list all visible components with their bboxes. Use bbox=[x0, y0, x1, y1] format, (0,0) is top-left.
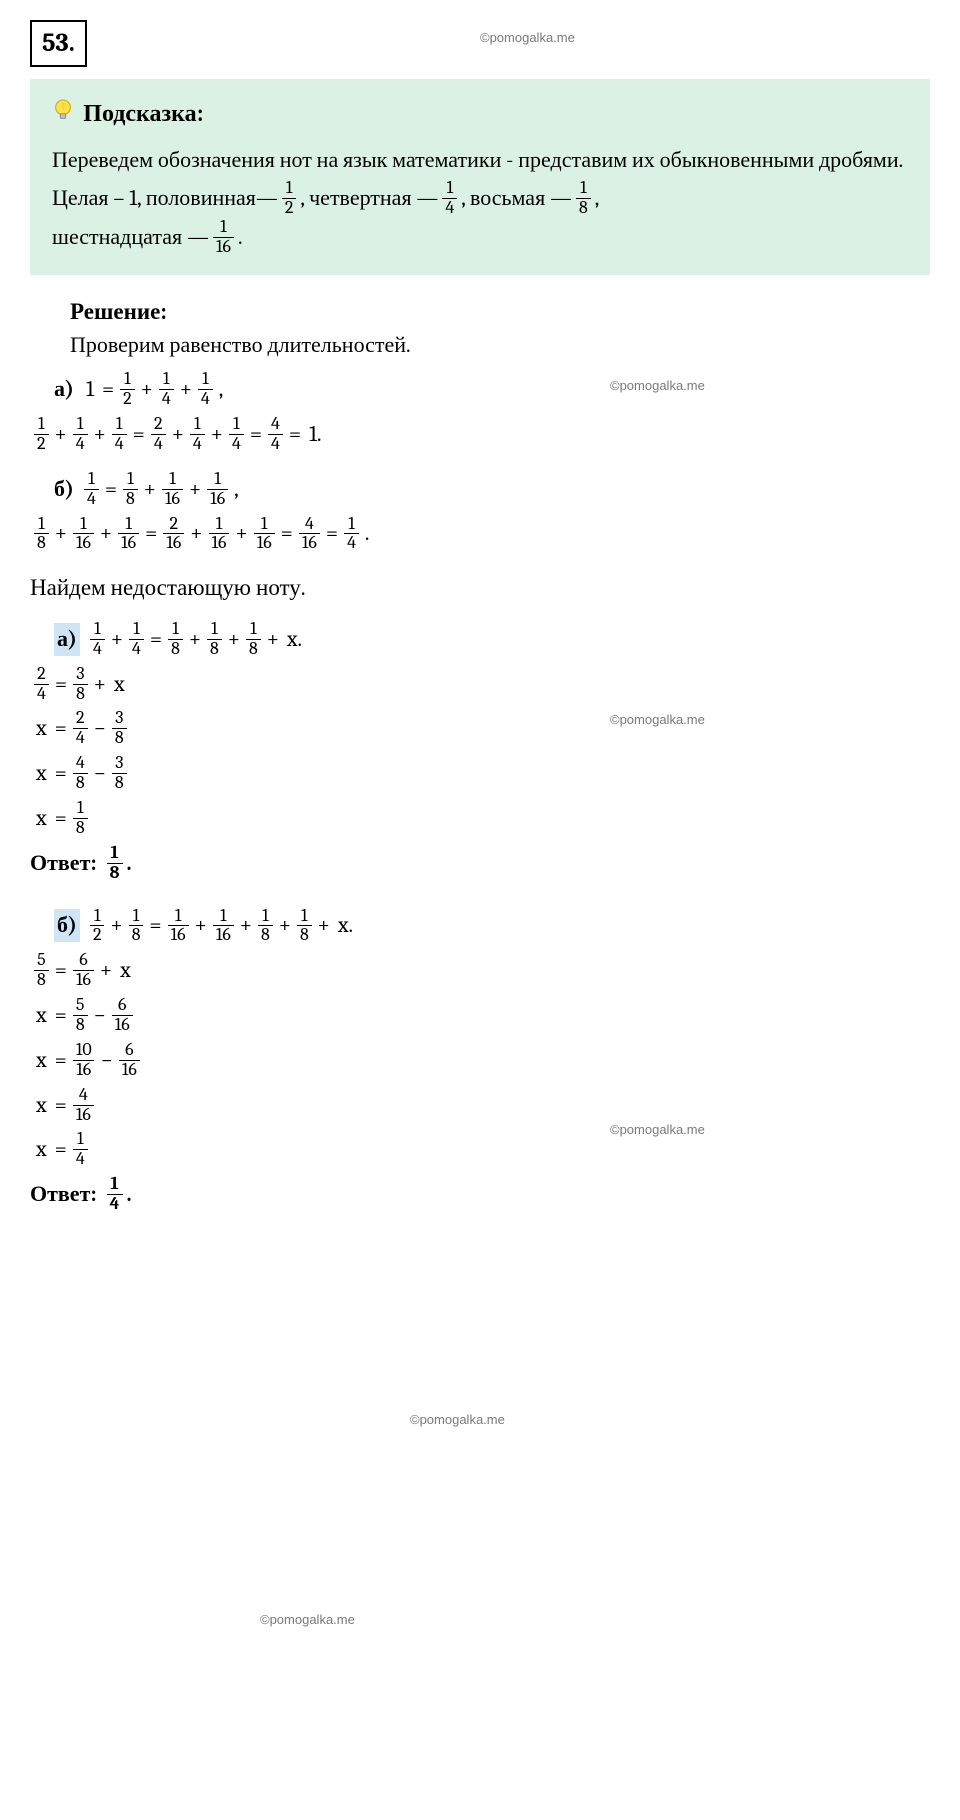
part-a2-expr2: x=24−38 bbox=[32, 709, 129, 748]
part-a2-line1: 24=38+x bbox=[30, 665, 930, 704]
part-b2-line4: x=416 bbox=[30, 1086, 930, 1125]
part-b2-line2: x=58−616 bbox=[30, 996, 930, 1035]
hint-frac-half: 12 bbox=[280, 179, 299, 218]
hint-p1: Переведем обозначения нот на язык матема… bbox=[52, 142, 908, 179]
watermark-5: ©pomogalka.me bbox=[410, 1410, 505, 1430]
answer-label-b2: Ответ: bbox=[30, 1178, 97, 1211]
part-a2-answer-row: Ответ: 18 . bbox=[30, 844, 930, 883]
part-a2-answer-val: 18 bbox=[105, 844, 125, 883]
lightbulb-icon bbox=[52, 97, 74, 125]
hint-p3: шестнадцатая — 116 . bbox=[52, 218, 908, 257]
part-a2-expr0: 14+14=18+18+18+x. bbox=[88, 620, 306, 659]
part-a2-expr3: x=48−38 bbox=[32, 754, 129, 793]
hint-c3: , bbox=[595, 180, 600, 217]
watermark-3: ©pomogalka.me bbox=[610, 710, 705, 730]
part-a-eq2: 12+14+14=24+14+14=44=1. bbox=[32, 415, 326, 454]
watermark-4: ©pomogalka.me bbox=[610, 1120, 705, 1140]
watermark-2: ©pomogalka.me bbox=[610, 376, 705, 396]
part-b2-line0: б) 12+18=116+116+18+18+x. bbox=[54, 907, 930, 946]
hint-title-row: Подсказка: bbox=[52, 93, 908, 134]
part-a-eq2-row: 12+14+14=24+14+14=44=1. bbox=[30, 415, 930, 454]
find-missing-line: Найдем недостающую ноту. bbox=[30, 571, 930, 606]
part-b2-answer-period: . bbox=[127, 1178, 132, 1211]
part-b2-expr5: x=14 bbox=[32, 1130, 90, 1169]
part-b-eq2: 18+116+116=216+116+116=416=14. bbox=[32, 515, 373, 554]
part-b2-answer-val: 14 bbox=[105, 1175, 125, 1214]
part-b-eq2-row: 18+116+116=216+116+116=416=14. bbox=[30, 515, 930, 554]
hint-frac-sixteenth: 116 bbox=[211, 218, 236, 257]
hint-period: . bbox=[238, 219, 243, 256]
solution-title: Решение: bbox=[70, 295, 930, 330]
part-b2-block: б) 12+18=116+116+18+18+x. 58=616+x x=58−… bbox=[30, 907, 930, 1214]
part-a2-line2: x=24−38 bbox=[30, 709, 930, 748]
hint-c1: , четвертная — bbox=[300, 180, 438, 217]
part-a2-expr1: 24=38+x bbox=[32, 665, 129, 704]
problem-number: 53. bbox=[30, 20, 87, 67]
part-b2-line1: 58=616+x bbox=[30, 951, 930, 990]
part-b2-line5: x=14 bbox=[30, 1130, 930, 1169]
part-b2-answer-row: Ответ: 14 . bbox=[30, 1175, 930, 1214]
part-b2-line3: x=1016−616 bbox=[30, 1041, 930, 1080]
label-b: б) bbox=[54, 473, 74, 506]
hint-sixteenth-label: шестнадцатая — bbox=[52, 219, 209, 256]
hint-p2: Целая – 1, половинная — 12 , четвертная … bbox=[52, 179, 908, 218]
hint-dash-1: — bbox=[256, 180, 278, 217]
part-a2-line4: x=18 bbox=[30, 799, 930, 838]
label-a: а) bbox=[54, 373, 74, 406]
part-a2-answer-period: . bbox=[127, 847, 132, 880]
label-a2: а) bbox=[54, 623, 80, 656]
part-b2-expr1: 58=616+x bbox=[32, 951, 135, 990]
part-b2-expr3: x=1016−616 bbox=[32, 1041, 142, 1080]
part-a2-line3: x=48−38 bbox=[30, 754, 930, 793]
part-b-eq1: 14=18+116+116, bbox=[82, 470, 243, 509]
hint-c2: , восьмая — bbox=[461, 180, 572, 217]
part-a2-expr4: x=18 bbox=[32, 799, 90, 838]
part-a2-block: а) 14+14=18+18+18+x. 24=38+x x=24−38 x=4… bbox=[30, 620, 930, 883]
part-a2-line0: а) 14+14=18+18+18+x. bbox=[54, 620, 930, 659]
part-b2-expr2: x=58−616 bbox=[32, 996, 135, 1035]
hint-title: Подсказка: bbox=[83, 99, 203, 127]
hint-frac-eighth: 18 bbox=[574, 179, 593, 218]
watermark-6: ©pomogalka.me bbox=[260, 1610, 355, 1630]
hint-box: Подсказка: Переведем обозначения нот на … bbox=[30, 79, 930, 275]
part-a-eq1: 1=12+14+14, bbox=[82, 370, 227, 409]
label-b2: б) bbox=[54, 909, 80, 942]
part-a-eq1-row: а) 1=12+14+14, bbox=[54, 370, 930, 409]
check-line: Проверим равенство длительностей. bbox=[70, 329, 930, 362]
answer-label-a2: Ответ: bbox=[30, 847, 97, 880]
watermark-1: ©pomogalka.me bbox=[480, 28, 575, 48]
hint-whole: Целая – 1, половинная bbox=[52, 180, 256, 217]
part-b-eq1-row: б) 14=18+116+116, bbox=[54, 470, 930, 509]
part-b2-expr4: x=416 bbox=[32, 1086, 96, 1125]
part-b2-expr0: 12+18=116+116+18+18+x. bbox=[88, 907, 357, 946]
hint-frac-quarter: 14 bbox=[440, 179, 459, 218]
page-root: ©pomogalka.me 53. Подсказка: Переведем о… bbox=[30, 20, 930, 1780]
